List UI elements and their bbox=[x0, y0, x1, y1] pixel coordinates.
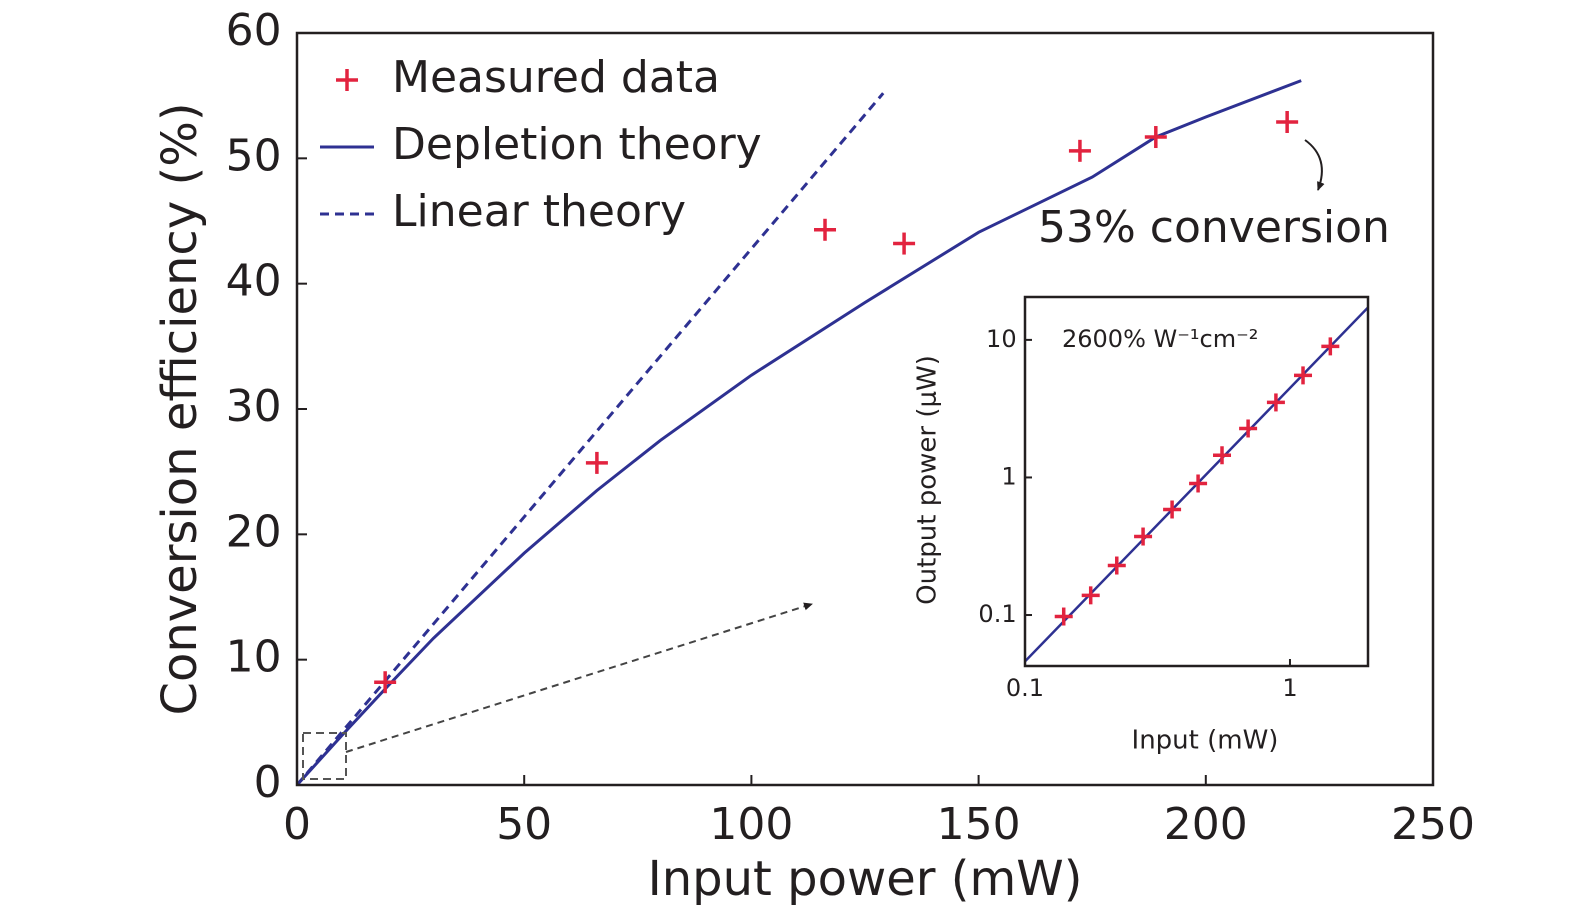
plus-marker bbox=[1276, 110, 1299, 133]
plus-marker bbox=[1294, 366, 1313, 385]
plus-marker bbox=[814, 218, 837, 241]
main-plot: 0 50 100 150 200 250 0 10 20 30 40 50 60 Input power … bbox=[152, 5, 1475, 907]
legend-label: Measured data bbox=[392, 52, 720, 103]
y-axis-title: Output power (μW) bbox=[913, 355, 943, 605]
plus-marker bbox=[893, 232, 916, 255]
x-axis-title: Input (mW) bbox=[1132, 726, 1279, 756]
y-tick-label: 0 bbox=[254, 757, 282, 808]
plus-marker bbox=[1144, 126, 1167, 149]
zoom-box bbox=[302, 732, 347, 780]
zoom-arrow bbox=[345, 602, 813, 753]
plus-marker bbox=[374, 671, 397, 694]
plus-marker bbox=[1081, 586, 1100, 605]
x-tick-label: 150 bbox=[937, 799, 1021, 850]
y-tick-label: 50 bbox=[226, 130, 282, 181]
plus-marker bbox=[585, 451, 608, 474]
series-line bbox=[297, 92, 885, 785]
inset-plot: 0.1 1 0.1 1 10 Input (mW) Output power (μW) 260… bbox=[913, 295, 1370, 756]
annotation: 2600% W⁻¹cm⁻² bbox=[1062, 325, 1258, 353]
plus-marker bbox=[1163, 500, 1182, 519]
plus-marker bbox=[1189, 474, 1208, 493]
plus-marker bbox=[1239, 419, 1258, 438]
x-tick-label: 0.1 bbox=[1006, 674, 1044, 702]
legend: Measured data Depletion theory Linear theo… bbox=[320, 52, 762, 237]
plus-marker bbox=[1068, 139, 1091, 162]
y-tick-label: 60 bbox=[226, 5, 282, 56]
x-tick-label: 200 bbox=[1164, 799, 1248, 850]
x-tick-label: 50 bbox=[496, 799, 552, 850]
x-tick-label: 100 bbox=[709, 799, 793, 850]
plus-marker bbox=[1321, 337, 1340, 356]
plus-marker bbox=[1134, 527, 1153, 546]
plus-marker bbox=[1054, 607, 1073, 626]
y-tick-label: 1 bbox=[1001, 462, 1016, 490]
x-axis-title: Input power (mW) bbox=[648, 851, 1083, 907]
x-tick-label: 1 bbox=[1282, 674, 1297, 702]
x-tick-label: 0 bbox=[283, 799, 311, 850]
y-tick-label: 20 bbox=[226, 506, 282, 557]
callout-arrow bbox=[1304, 139, 1325, 191]
x-tick-label: 250 bbox=[1391, 799, 1475, 850]
plus-marker bbox=[1266, 393, 1285, 412]
y-tick-label: 0.1 bbox=[978, 600, 1016, 628]
plus-marker bbox=[336, 69, 358, 91]
y-tick-label: 40 bbox=[226, 256, 282, 307]
plus-marker bbox=[1107, 556, 1126, 575]
plot-frame bbox=[1023, 295, 1370, 668]
y-axis-title: Conversion efficiency (%) bbox=[152, 102, 208, 715]
legend-label: Linear theory bbox=[392, 186, 686, 237]
y-tick-label: 30 bbox=[226, 381, 282, 432]
y-tick-label: 10 bbox=[226, 632, 282, 683]
legend-label: Depletion theory bbox=[392, 119, 762, 170]
plot-frame bbox=[295, 31, 1435, 787]
series-line bbox=[297, 79, 1302, 785]
annotation: 53% conversion bbox=[1038, 202, 1390, 253]
y-tick-label: 10 bbox=[986, 325, 1017, 353]
plus-marker bbox=[1213, 446, 1232, 465]
